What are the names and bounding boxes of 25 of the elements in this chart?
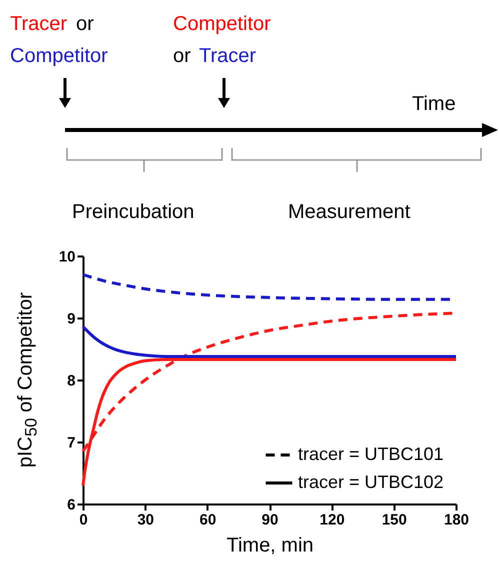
annotation: tracer = UTBC101 — [298, 444, 444, 464]
x-tick-label: 150 — [382, 512, 407, 528]
x-tick-label: 60 — [199, 512, 216, 528]
x-tick-label: 0 — [79, 512, 88, 528]
text: Time — [412, 92, 456, 116]
x-axis-title: Time, min — [226, 534, 314, 556]
y-tick-label: 10 — [58, 248, 76, 266]
text: Competitor — [173, 12, 271, 36]
line-series — [82, 325, 458, 358]
y-tick-label: 6 — [67, 496, 76, 514]
x-tick-label: 90 — [262, 512, 278, 528]
y-tick-label: 9 — [67, 310, 76, 328]
text: Tracer — [10, 12, 68, 36]
x-tick-label: 180 — [444, 512, 470, 528]
annotation: tracer = UTBC102 — [298, 472, 444, 492]
y-tick-label: 7 — [67, 434, 76, 452]
text: or — [173, 44, 191, 68]
y-tick-label: 8 — [67, 372, 76, 390]
text: Measurement — [288, 200, 410, 224]
text: Competitor — [10, 44, 108, 68]
text: Tracer — [199, 44, 256, 68]
x-tick-label: 120 — [320, 512, 345, 528]
x-tick-label: 30 — [137, 512, 154, 528]
text: Preincubation — [72, 200, 194, 224]
text: or — [76, 12, 94, 36]
